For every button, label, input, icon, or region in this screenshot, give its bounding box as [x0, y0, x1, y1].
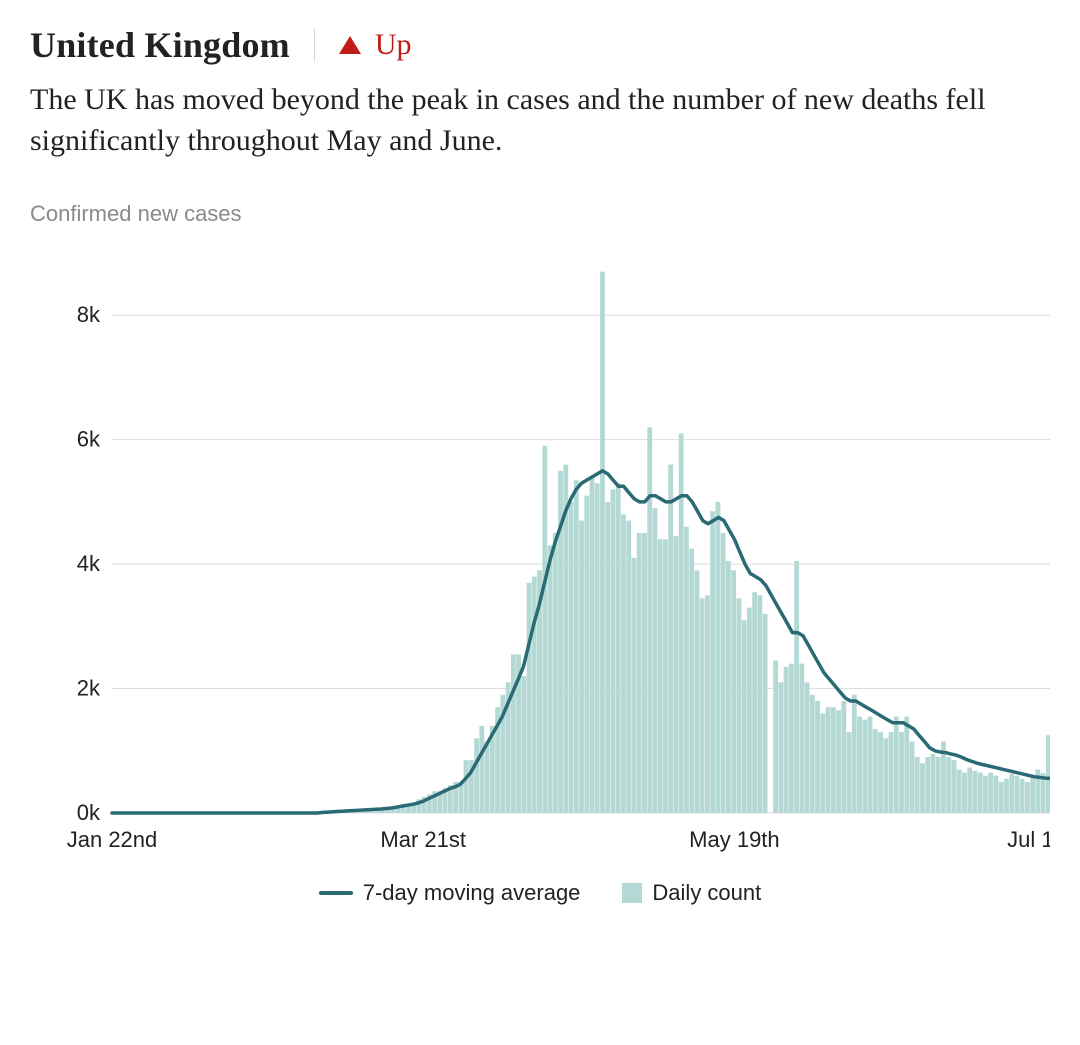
svg-text:2k: 2k [77, 676, 101, 701]
trend-indicator: Up [339, 28, 412, 62]
chart-area: 0k 2k 4k 6k 8k Jan 22nd Mar 21st May 19th Jul 17… [30, 243, 1050, 868]
header-divider [314, 28, 315, 62]
description-text: The UK has moved beyond the peak in case… [30, 80, 1030, 161]
legend-line-icon [319, 891, 353, 895]
svg-text:4k: 4k [77, 551, 101, 576]
cases-chart: 0k 2k 4k 6k 8k Jan 22nd Mar 21st May 19th Jul 17… [30, 243, 1050, 863]
legend-line-label: 7-day moving average [363, 880, 581, 906]
page-title: United Kingdom [30, 24, 290, 66]
svg-text:6k: 6k [77, 427, 101, 452]
chart-card: United Kingdom Up The UK has moved beyon… [0, 0, 1080, 926]
svg-text:Mar 21st: Mar 21st [380, 827, 466, 852]
header-row: United Kingdom Up [30, 24, 1050, 66]
legend-daily-count: Daily count [622, 880, 761, 906]
trend-label: Up [375, 28, 412, 62]
svg-text:0k: 0k [77, 800, 101, 825]
legend-bar-icon [622, 883, 642, 903]
svg-text:8k: 8k [77, 302, 101, 327]
chart-subtitle: Confirmed new cases [30, 201, 1050, 227]
chart-legend: 7-day moving average Daily count [30, 880, 1050, 906]
svg-text:Jul 17th: Jul 17th [1007, 827, 1050, 852]
legend-bar-label: Daily count [652, 880, 761, 906]
svg-text:Jan 22nd: Jan 22nd [67, 827, 158, 852]
svg-text:May 19th: May 19th [689, 827, 780, 852]
trend-up-icon [339, 36, 361, 54]
legend-moving-average: 7-day moving average [319, 880, 581, 906]
